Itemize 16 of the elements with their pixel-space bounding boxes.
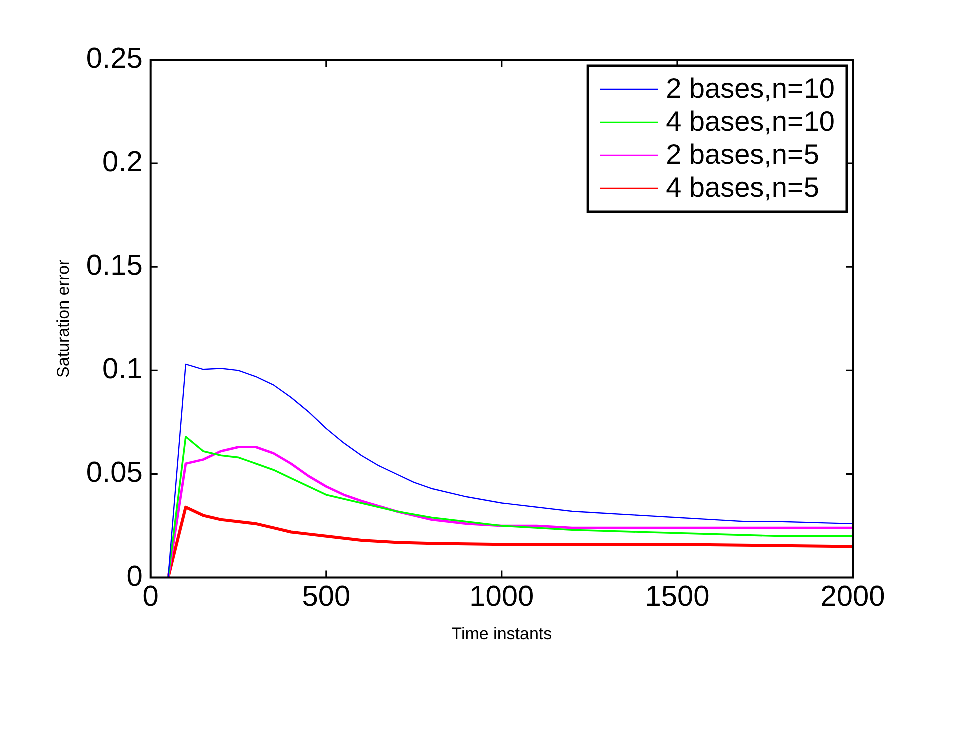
y-tick-label: 0.05 (86, 457, 143, 490)
x-tick-label: 1000 (470, 581, 534, 614)
y-tick-label: 0.2 (102, 146, 143, 179)
y-tick-label: 0 (126, 560, 143, 593)
legend-label: 4 bases,n=10 (666, 106, 836, 138)
legend-label: 4 bases,n=5 (666, 172, 820, 204)
x-axis-title: Time instants (452, 624, 552, 644)
y-axis-title: Saturation error (54, 260, 73, 378)
y-tick-label: 0.1 (102, 354, 143, 386)
x-tick-label: 2000 (820, 581, 886, 614)
x-tick-label: 500 (302, 581, 351, 614)
y-tick-label: 0.25 (86, 43, 143, 75)
x-tick-label: 1500 (645, 581, 710, 614)
legend-label: 2 bases,n=10 (666, 73, 836, 104)
y-tick-label: 0.15 (86, 250, 143, 282)
legend-label: 2 bases,n=5 (666, 139, 820, 170)
